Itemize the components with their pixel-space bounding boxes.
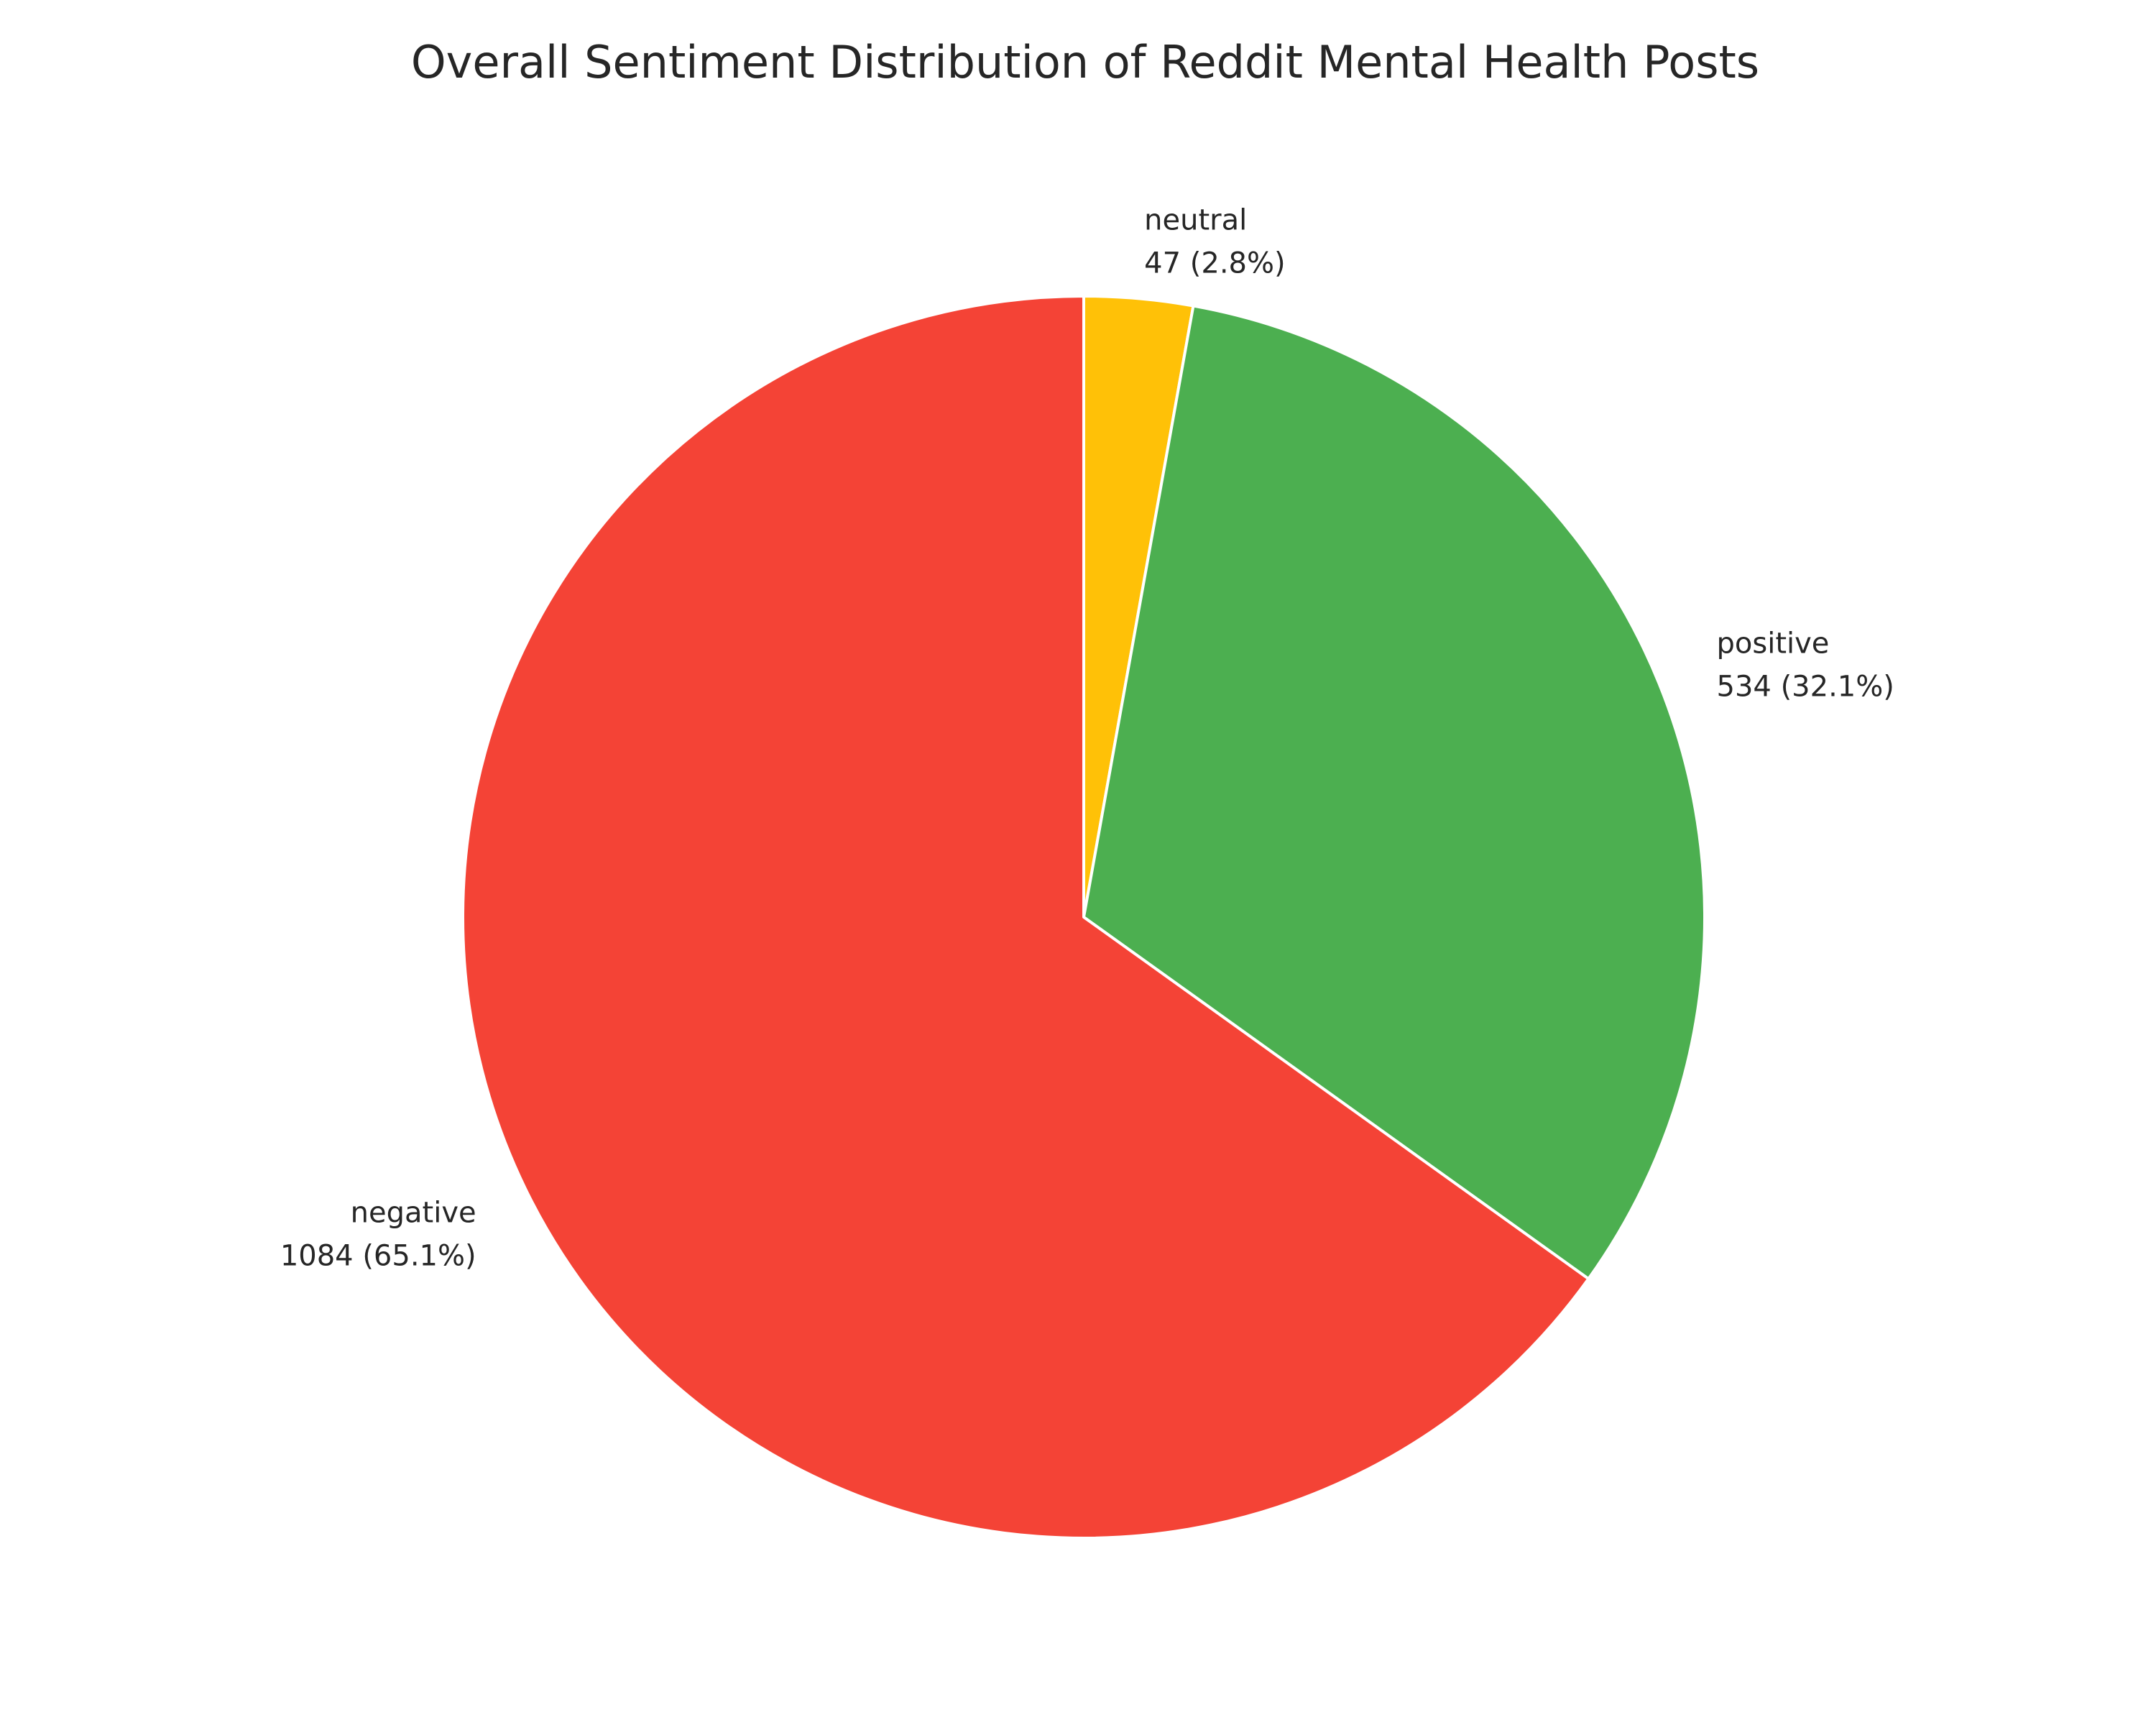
slice-label-positive: positive 534 (32.1%) [1717, 627, 1894, 703]
slice-label-name: neutral [1144, 203, 1247, 236]
slice-label-negative: negative 1084 (65.1%) [280, 1196, 476, 1272]
slice-label-value: 1084 (65.1%) [280, 1239, 476, 1272]
pie-slices [461, 295, 1706, 1540]
slice-label-value: 47 (2.8%) [1144, 247, 1285, 280]
pie-slice-negative [461, 295, 1590, 1540]
slice-label-name: positive [1717, 627, 1830, 660]
slice-label-name: negative [351, 1196, 476, 1229]
slice-label-value: 534 (32.1%) [1717, 670, 1894, 703]
chart-title: Overall Sentiment Distribution of Reddit… [411, 36, 1759, 88]
slice-labels: neutral 47 (2.8%) positive 534 (32.1%) negat… [280, 203, 1894, 1272]
slice-label-neutral: neutral 47 (2.8%) [1144, 203, 1285, 280]
pie-slice-positive [1082, 304, 1706, 1281]
